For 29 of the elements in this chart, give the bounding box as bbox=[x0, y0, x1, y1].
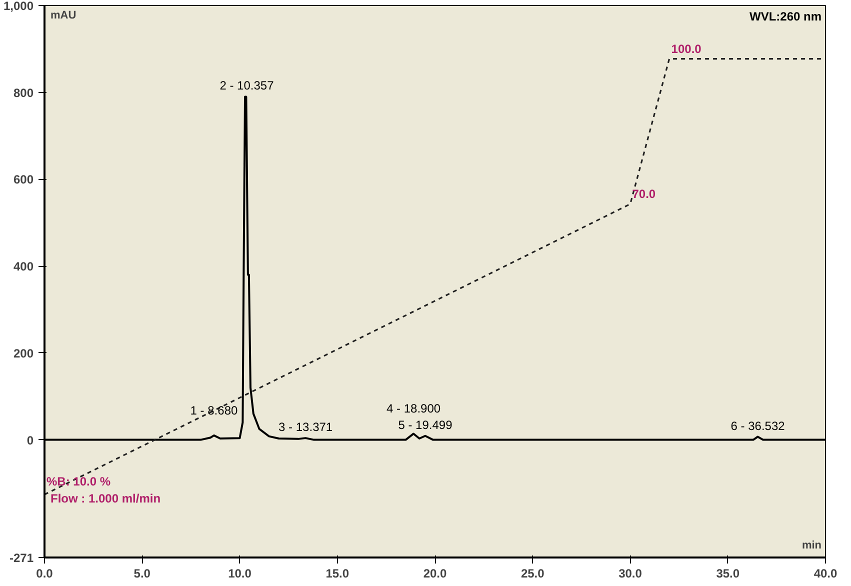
x-tick-label: 10.0 bbox=[228, 566, 252, 580]
x-tick-label: 35.0 bbox=[716, 566, 740, 580]
data-label: 70.0 bbox=[632, 187, 656, 202]
annotation: 3 - 13.371 bbox=[278, 420, 333, 434]
annotation: WVL:260 nm bbox=[749, 10, 822, 24]
y-tick-label: -271 bbox=[9, 551, 34, 565]
y-tick-label: 600 bbox=[13, 172, 34, 187]
x-tick-label: 15.0 bbox=[326, 566, 350, 580]
annotation: Flow : 1.000 ml/min bbox=[50, 492, 161, 506]
x-tick-label: 20.0 bbox=[423, 566, 448, 580]
annotation: 4 - 18.900 bbox=[386, 402, 441, 416]
annotation: 6 - 36.532 bbox=[730, 418, 786, 433]
y-tick-label: 400 bbox=[13, 260, 34, 274]
x-tick-label: 25.0 bbox=[520, 566, 545, 580]
x-tick-label: 30.0 bbox=[618, 566, 642, 580]
data-label: %B: 10.0 % bbox=[46, 474, 111, 489]
y-tick-label: 800 bbox=[13, 86, 34, 100]
data-label: 100.0 bbox=[671, 42, 702, 56]
annotation: 2 - 10.357 bbox=[220, 78, 274, 93]
x-tick-label: 5.0 bbox=[134, 566, 151, 580]
x-tick-label: 0.0 bbox=[36, 566, 54, 580]
y-axis-title: mAU bbox=[50, 10, 76, 22]
annotation: 1 - 8.680 bbox=[190, 403, 238, 418]
y-tick-label: 200 bbox=[13, 346, 34, 360]
y-tick-label: 0 bbox=[26, 433, 34, 448]
annotation: 5 - 19.499 bbox=[398, 418, 453, 432]
y-tick-label: 1,000 bbox=[3, 0, 34, 13]
x-axis-title: min bbox=[802, 540, 822, 552]
x-tick-label: 40.0 bbox=[814, 566, 838, 580]
